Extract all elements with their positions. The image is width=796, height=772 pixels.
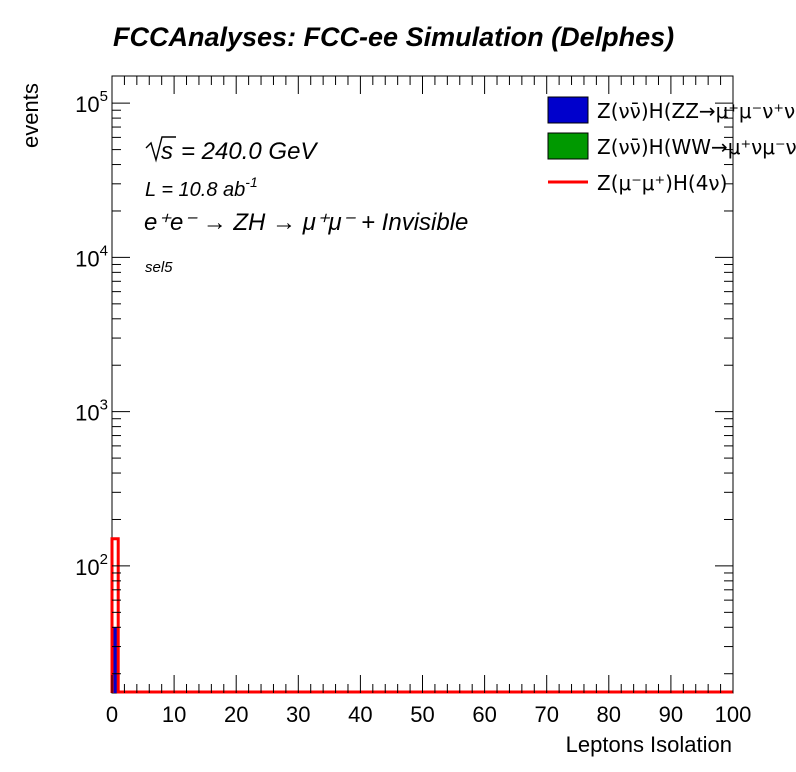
sqrt-symbol: [145, 136, 176, 163]
x-tick-label-1: 10: [162, 702, 186, 727]
sqrt-s-annotation: s = 240.0 GeV: [145, 136, 318, 165]
y-axis-ticks: 102 103 104 105: [75, 88, 733, 675]
process-annotation: e⁺e⁻ → ZH → μ⁺μ⁻ + Invisible: [144, 209, 468, 236]
x-tick-label-6: 60: [472, 702, 496, 727]
bar-series-0-bin-0: [112, 627, 119, 693]
plot-frame: [111, 75, 734, 694]
luminosity-exponent: -1: [245, 174, 257, 190]
histogram-bars: [110, 537, 733, 694]
x-tick-label-3: 30: [286, 702, 310, 727]
y-tick-label-2: 104: [75, 242, 108, 271]
legend-label-4nu: Z(μ⁻μ⁺)H(4ν): [597, 171, 727, 195]
sqrt-s-symbol-text: s: [161, 138, 173, 165]
x-tick-label-0: 0: [106, 702, 118, 727]
x-tick-label-4: 40: [348, 702, 372, 727]
y-axis-label: events: [18, 83, 43, 148]
chart-title: FCCAnalyses: FCC-ee Simulation (Delphes): [113, 22, 674, 52]
legend-swatch-ww: [547, 132, 589, 160]
x-tick-label-8: 80: [597, 702, 621, 727]
line-series-2-bin-0: [110, 537, 733, 694]
y-tick-label-1: 103: [75, 397, 108, 426]
x-axis-label: Leptons Isolation: [566, 732, 732, 757]
sqrt-s-value: = 240.0 GeV: [181, 138, 318, 165]
selection-annotation: sel5: [145, 259, 173, 276]
x-tick-label-5: 50: [410, 702, 434, 727]
x-tick-label-7: 70: [534, 702, 558, 727]
legend: Z(νν̄)H(ZZ→μ⁺μ⁻ν⁺ν⁻) Z(νν̄)H(WW→μ⁺νμ⁻ν) …: [547, 96, 796, 195]
legend-swatch-zz: [547, 96, 589, 124]
luminosity-main: L = 10.8 ab: [145, 179, 245, 201]
legend-label-zz: Z(νν̄)H(ZZ→μ⁺μ⁻ν⁺ν⁻): [597, 99, 796, 123]
x-axis-ticks: 0 10 20 30 40 50 60 70 80 90 100: [106, 76, 751, 727]
y-tick-label-0: 102: [75, 551, 108, 580]
x-tick-label-9: 90: [659, 702, 683, 727]
legend-label-ww: Z(νν̄)H(WW→μ⁺νμ⁻ν): [597, 135, 796, 159]
y-tick-label-3: 105: [75, 88, 108, 117]
x-tick-label-10: 100: [715, 702, 752, 727]
luminosity-annotation: L = 10.8 ab-1: [145, 174, 258, 201]
x-tick-label-2: 20: [224, 702, 248, 727]
